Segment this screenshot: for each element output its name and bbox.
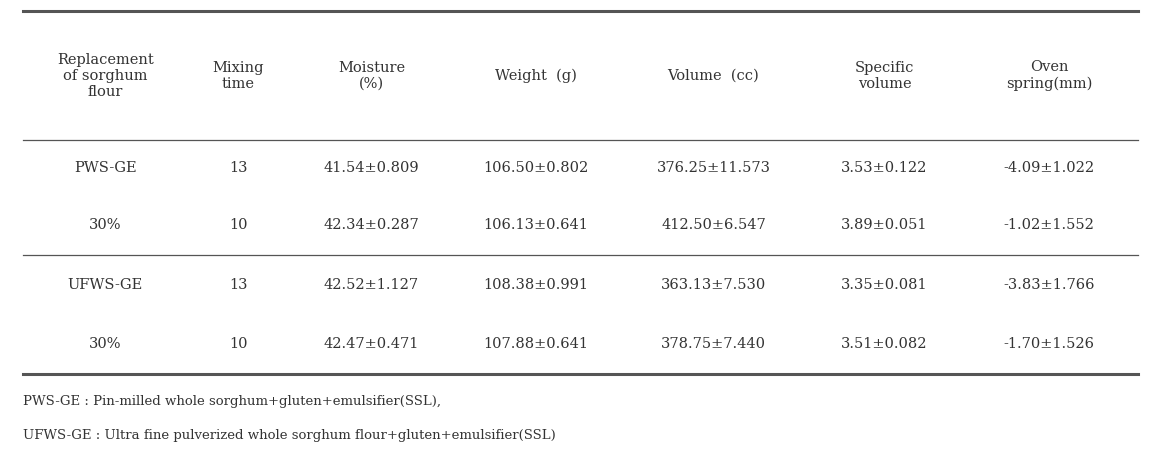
Text: 363.13±7.530: 363.13±7.530 xyxy=(661,278,766,291)
Text: 30%: 30% xyxy=(89,218,121,232)
Text: Weight  (g): Weight (g) xyxy=(495,68,578,83)
Text: 10: 10 xyxy=(229,218,247,232)
Text: 3.35±0.081: 3.35±0.081 xyxy=(841,278,927,291)
Text: UFWS-GE : Ultra fine pulverized whole sorghum flour+gluten+emulsifier(SSL): UFWS-GE : Ultra fine pulverized whole so… xyxy=(23,429,556,442)
Text: Oven
spring(mm): Oven spring(mm) xyxy=(1006,61,1093,91)
Text: 376.25±11.573: 376.25±11.573 xyxy=(656,161,770,174)
Text: -4.09±1.022: -4.09±1.022 xyxy=(1004,161,1095,174)
Text: 10: 10 xyxy=(229,337,247,351)
Text: -1.02±1.552: -1.02±1.552 xyxy=(1004,218,1095,232)
Text: 107.88±0.641: 107.88±0.641 xyxy=(484,337,589,351)
Text: Moisture
(%): Moisture (%) xyxy=(338,61,405,91)
Text: 106.50±0.802: 106.50±0.802 xyxy=(484,161,589,174)
Text: 3.89±0.051: 3.89±0.051 xyxy=(841,218,927,232)
Text: 42.47±0.471: 42.47±0.471 xyxy=(323,337,419,351)
Text: Specific
volume: Specific volume xyxy=(855,61,914,91)
Text: PWS-GE : Pin-milled whole sorghum+gluten+emulsifier(SSL),: PWS-GE : Pin-milled whole sorghum+gluten… xyxy=(23,395,441,408)
Text: -3.83±1.766: -3.83±1.766 xyxy=(1004,278,1095,291)
Text: 30%: 30% xyxy=(89,337,121,351)
Text: Replacement
of sorghum
flour: Replacement of sorghum flour xyxy=(57,52,154,99)
Text: UFWS-GE: UFWS-GE xyxy=(68,278,143,291)
Text: PWS-GE: PWS-GE xyxy=(74,161,136,174)
Text: 41.54±0.809: 41.54±0.809 xyxy=(323,161,419,174)
Text: Mixing
time: Mixing time xyxy=(213,61,264,91)
Text: 42.34±0.287: 42.34±0.287 xyxy=(323,218,419,232)
Text: 13: 13 xyxy=(229,161,247,174)
Text: 3.51±0.082: 3.51±0.082 xyxy=(841,337,927,351)
Text: 42.52±1.127: 42.52±1.127 xyxy=(323,278,419,291)
Text: 108.38±0.991: 108.38±0.991 xyxy=(484,278,589,291)
Text: 3.53±0.122: 3.53±0.122 xyxy=(841,161,927,174)
Text: Volume  (cc): Volume (cc) xyxy=(668,69,759,83)
Text: 412.50±6.547: 412.50±6.547 xyxy=(661,218,766,232)
Text: 13: 13 xyxy=(229,278,247,291)
Text: 106.13±0.641: 106.13±0.641 xyxy=(484,218,589,232)
Text: -1.70±1.526: -1.70±1.526 xyxy=(1004,337,1095,351)
Text: 378.75±7.440: 378.75±7.440 xyxy=(661,337,766,351)
